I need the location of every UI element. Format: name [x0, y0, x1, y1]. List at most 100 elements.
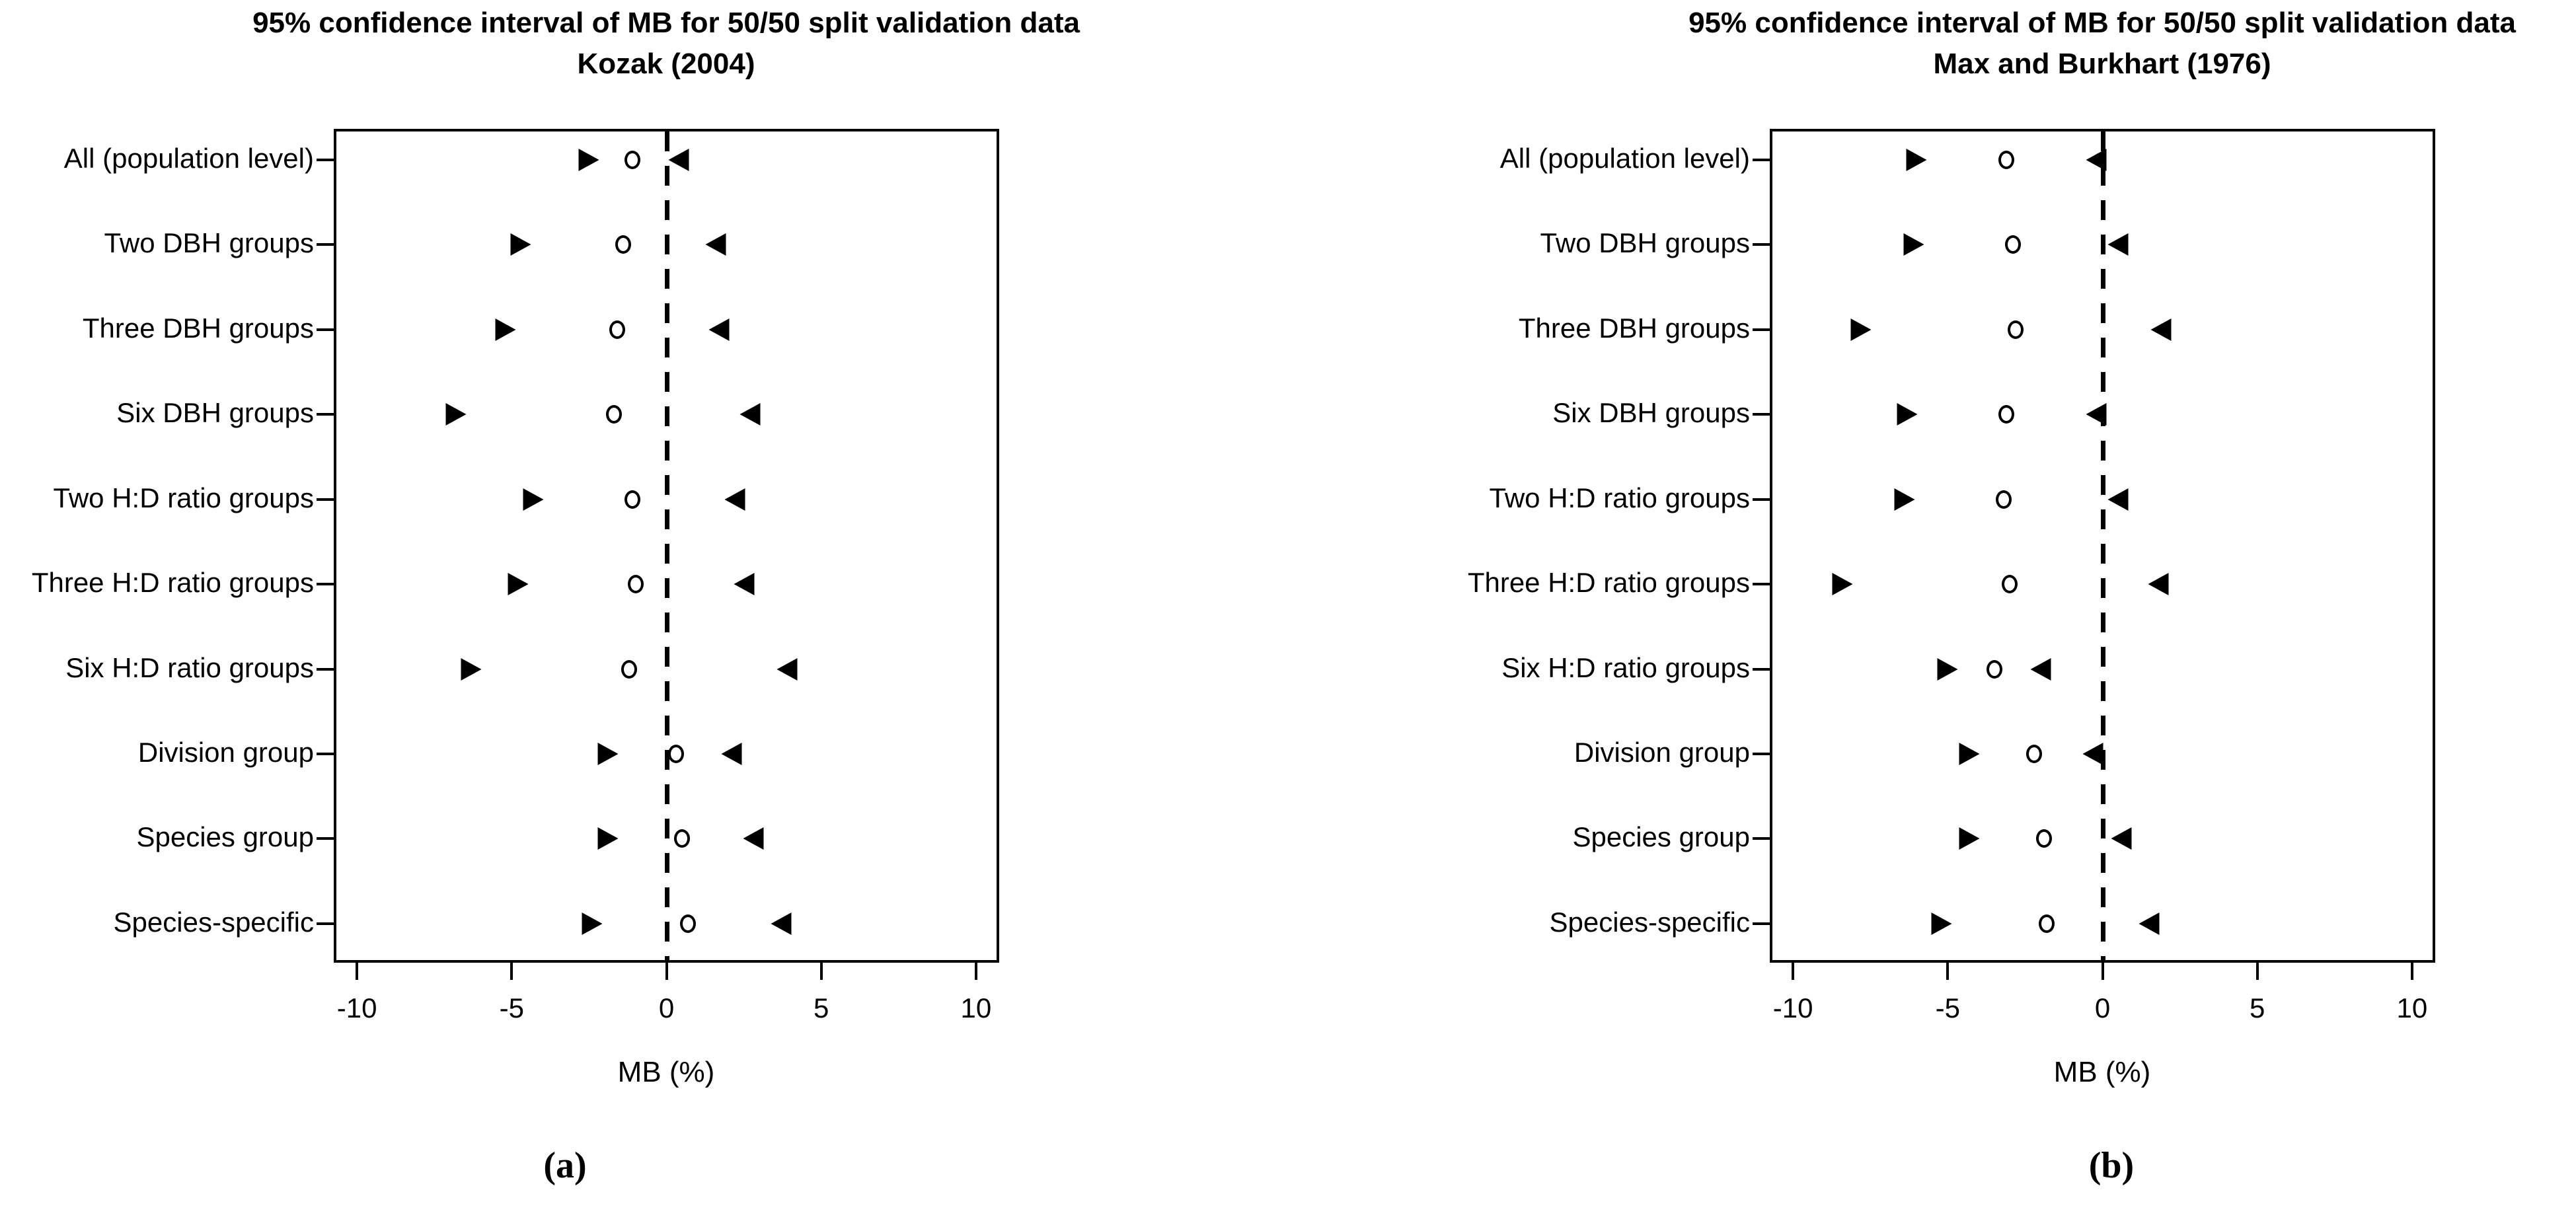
- x-axis-tick-label: -5: [499, 992, 524, 1023]
- x-axis-tick-label: 0: [2094, 992, 2111, 1023]
- ci-upper-marker: [734, 573, 755, 596]
- panel-a-x-axis-label: MB (%): [617, 1056, 715, 1088]
- x-axis-tick-label: 10: [2396, 992, 2428, 1023]
- y-axis-tick: [1753, 922, 1770, 925]
- y-axis-category-label: Two H:D ratio groups: [1489, 482, 1751, 513]
- y-axis-category-label: Species group: [136, 821, 314, 853]
- y-axis-category-label: Species group: [1572, 821, 1750, 853]
- y-axis-tick: [1753, 752, 1770, 755]
- y-axis-tick: [317, 243, 334, 246]
- y-axis-category-label: Six DBH groups: [1552, 397, 1750, 429]
- ci-upper-marker: [771, 912, 792, 935]
- x-axis-tick-label: 5: [2249, 992, 2265, 1023]
- y-axis-category-label: All (population level): [63, 142, 314, 174]
- ci-lower-marker: [461, 657, 482, 681]
- ci-lower-marker: [1931, 912, 1952, 935]
- ci-lower-marker: [1959, 742, 1980, 765]
- y-axis-category-label: Two DBH groups: [1540, 227, 1750, 259]
- x-axis-tick: [974, 963, 977, 980]
- ci-lower-marker: [582, 912, 603, 935]
- ci-upper-marker: [2030, 657, 2051, 681]
- ci-lower-marker: [1894, 488, 1915, 511]
- x-axis-tick: [2410, 963, 2413, 980]
- ci-lower-marker: [523, 488, 544, 511]
- y-axis-tick: [1753, 583, 1770, 586]
- y-axis-tick: [1753, 498, 1770, 501]
- ci-lower-marker: [1832, 573, 1853, 596]
- y-axis-category-label: Species-specific: [1549, 907, 1750, 938]
- ci-upper-marker: [2107, 488, 2129, 511]
- ci-lower-marker: [578, 148, 599, 171]
- y-axis-category-label: Three DBH groups: [1518, 312, 1750, 344]
- x-axis-tick: [2101, 963, 2104, 980]
- panel-b-title-line2: Max and Burkhart (1976): [1933, 48, 2271, 80]
- mean-marker: [2035, 829, 2052, 848]
- panel-a-title-line2: Kozak (2004): [577, 48, 755, 80]
- ci-lower-marker: [445, 403, 467, 426]
- y-axis-category-label: Two DBH groups: [104, 227, 314, 259]
- x-axis-tick: [356, 963, 359, 980]
- ci-upper-marker: [705, 233, 726, 256]
- y-axis-tick: [317, 667, 334, 671]
- mean-marker: [2001, 575, 2018, 594]
- mean-marker: [2004, 235, 2021, 254]
- ci-lower-marker: [1850, 318, 1872, 341]
- ci-upper-marker: [668, 148, 689, 171]
- x-axis-tick-label: -10: [1772, 992, 1813, 1023]
- mean-marker: [667, 744, 684, 763]
- x-axis-tick-label: 10: [960, 992, 992, 1023]
- y-axis-tick: [317, 837, 334, 840]
- y-axis-tick: [317, 922, 334, 925]
- y-axis-tick: [1753, 158, 1770, 161]
- mean-marker: [2039, 914, 2055, 933]
- mean-marker: [1986, 659, 2002, 679]
- mean-marker: [624, 490, 640, 509]
- ci-upper-marker: [777, 657, 798, 681]
- x-axis-tick: [2255, 963, 2259, 980]
- ci-upper-marker: [708, 318, 730, 341]
- mean-marker: [1995, 490, 2012, 509]
- y-axis-tick: [317, 752, 334, 755]
- ci-lower-marker: [1937, 657, 1958, 681]
- zero-reference-line: [2100, 131, 2105, 960]
- y-axis-category-label: Six DBH groups: [116, 397, 314, 429]
- y-axis-category-label: Three H:D ratio groups: [31, 567, 314, 599]
- ci-upper-marker: [2139, 912, 2160, 935]
- ci-upper-marker: [2150, 318, 2172, 341]
- mean-marker: [1998, 150, 2015, 169]
- y-axis-tick: [1753, 328, 1770, 331]
- mean-marker: [2008, 320, 2024, 339]
- y-axis-category-label: Division group: [137, 737, 314, 768]
- y-axis-tick: [1753, 243, 1770, 246]
- x-axis-tick: [1792, 963, 1795, 980]
- mean-marker: [615, 235, 631, 254]
- y-axis-tick: [317, 413, 334, 416]
- y-axis-category-label: Three DBH groups: [82, 312, 314, 344]
- ci-upper-marker: [2148, 573, 2169, 596]
- ci-upper-marker: [739, 403, 761, 426]
- y-axis-category-label: All (population level): [1499, 142, 1750, 174]
- ci-lower-marker: [495, 318, 516, 341]
- mean-marker: [1998, 405, 2015, 424]
- ci-upper-marker: [2107, 233, 2129, 256]
- y-axis-category-label: Three H:D ratio groups: [1467, 567, 1750, 599]
- ci-lower-marker: [1959, 827, 1980, 850]
- x-axis-tick-label: 5: [813, 992, 829, 1023]
- panel-a-title: 95% confidence interval of MB for 50/50 …: [170, 3, 1162, 85]
- x-axis-tick-label: -10: [336, 992, 377, 1023]
- panel-b-title-line1: 95% confidence interval of MB for 50/50 …: [1688, 7, 2516, 39]
- y-axis-category-label: Species-specific: [113, 907, 314, 938]
- panel-a-title-line1: 95% confidence interval of MB for 50/50 …: [252, 7, 1080, 39]
- mean-marker: [605, 405, 622, 424]
- ci-lower-marker: [597, 827, 618, 850]
- ci-upper-marker: [2086, 148, 2107, 171]
- panel-b-x-axis-label: MB (%): [2053, 1056, 2151, 1088]
- ci-lower-marker: [1906, 148, 1927, 171]
- y-axis-category-label: Two H:D ratio groups: [53, 482, 315, 513]
- mean-marker: [2026, 744, 2043, 763]
- mean-marker: [609, 320, 625, 339]
- ci-upper-marker: [2082, 742, 2103, 765]
- panel-b-caption: (b): [2088, 1145, 2135, 1186]
- ci-lower-marker: [597, 742, 618, 765]
